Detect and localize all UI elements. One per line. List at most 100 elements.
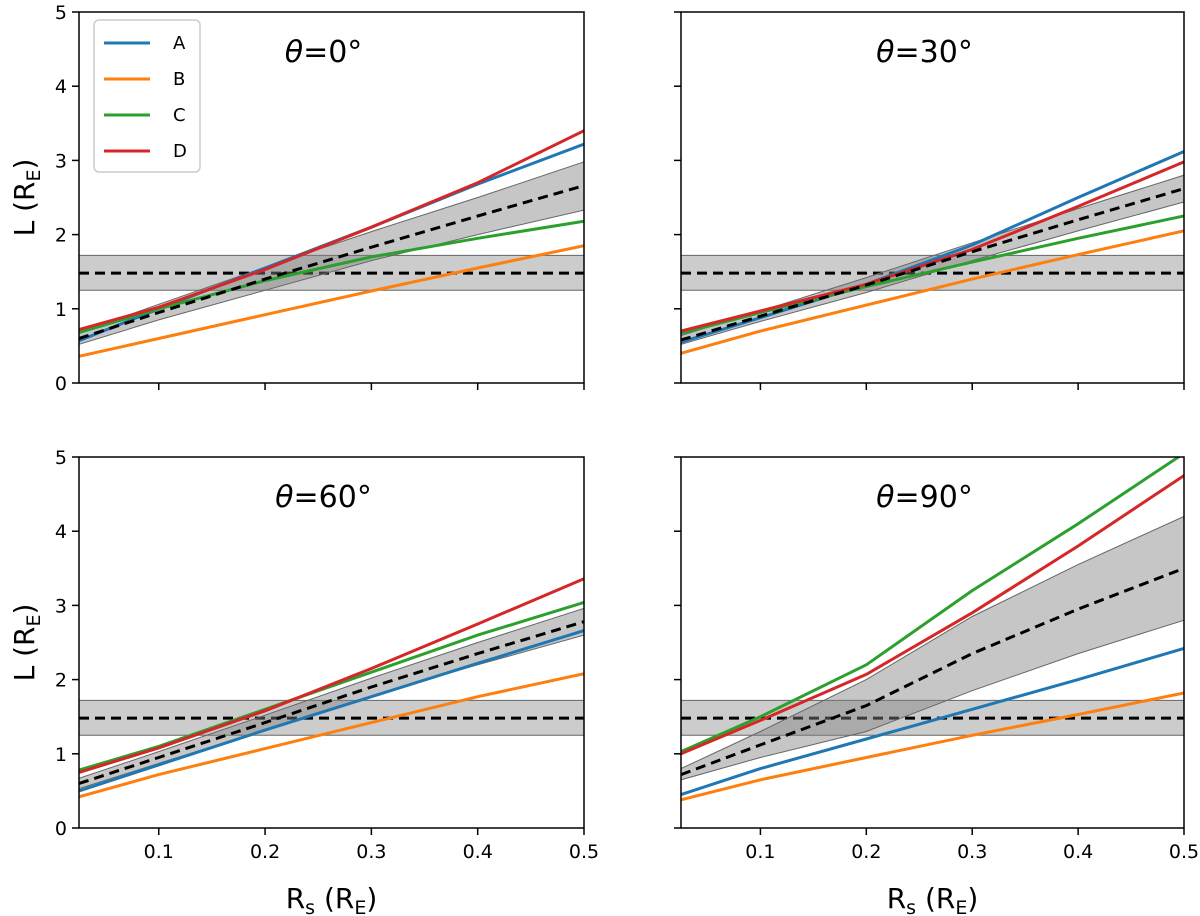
x-tick-label: 0.3 [356,841,386,863]
legend-label-B: B [173,69,185,90]
series-line-C [681,457,1182,753]
series-line-C [681,214,1184,335]
x-axis-title-sub: s [906,897,916,916]
x-axis-title: Rs (RE) [887,882,979,916]
x-axis-title-unit: R [936,882,955,915]
x-tick-label: 0.5 [1169,841,1199,863]
y-axis-title-paren: ( [8,201,41,221]
x-axis-title-paren: ( [315,882,335,915]
series-line-A [681,150,1184,344]
legend-label-C: C [173,105,186,126]
y-axis-title-unit: R [8,627,41,646]
series-line-B [79,672,584,799]
series-line-D [681,474,1184,756]
x-axis-title-main: R [286,882,305,915]
series-line-A [79,629,584,793]
y-tick-label: 1 [55,744,67,766]
y-tick-label: 3 [55,595,67,617]
x-axis-title-unit: R [335,882,354,915]
x-tick-label: 0.2 [851,841,881,863]
mean-line [681,187,1184,342]
mean-line [681,566,1184,777]
axes-frame [78,456,585,829]
panel-title-symbol: θ [876,480,894,515]
y-tick-label: 5 [55,2,67,24]
axes-frame [78,11,585,384]
y-axis-title-paren: ) [8,159,41,170]
x-tick-label: 0.1 [745,841,775,863]
x-axis-title-paren: ) [967,882,978,915]
plot-area [79,129,584,358]
mean-band [79,161,584,345]
legend-frame [93,19,201,173]
series-line-D [79,577,584,774]
legend-label-D: D [173,141,187,162]
y-axis-title: L (RE) [8,159,45,237]
x-axis-title-main: R [887,882,906,915]
panel-title: θ=90° [876,480,973,515]
axes-frame [680,456,1185,829]
y-tick-label: 5 [55,447,67,469]
plot-area [681,150,1184,355]
mean-line [79,184,584,340]
y-axis-title-unit: R [8,182,41,201]
axes-frame [680,11,1185,384]
y-tick-label: 2 [55,670,67,692]
y-tick-label: 0 [55,818,67,840]
series-line-B [681,691,1184,802]
y-axis-title: L (RE) [8,604,45,682]
y-tick-label: 1 [55,299,67,321]
series-line-A [681,646,1184,797]
y-tick-label: 0 [55,373,67,395]
y-axis-title-main: L [8,665,41,681]
series-line-D [79,129,584,332]
y-axis-title-main: L [8,220,41,236]
panel-title: θ=60° [275,480,372,515]
series-line-C [79,219,584,334]
panel-title: θ=30° [876,35,973,70]
y-axis-title-paren: ) [8,604,41,615]
panel-title-rest: =90° [895,480,973,515]
y-tick-label: 3 [55,150,67,172]
x-tick-label: 0.1 [144,841,174,863]
x-tick-label: 0.3 [957,841,987,863]
panel-title-rest: =60° [294,480,372,515]
x-tick-label: 0.5 [569,841,599,863]
x-axis-title-paren: ) [366,882,377,915]
x-tick-label: 0.4 [1063,841,1093,863]
series-line-C [79,600,584,772]
plot-area [681,457,1184,802]
x-tick-label: 0.4 [463,841,493,863]
series-line-B [79,244,584,358]
y-axis-title-unit-sub: E [23,615,45,627]
legend-label-A: A [173,33,186,54]
panel-title-symbol: θ [285,35,303,70]
x-axis-title-unit-sub: E [955,897,967,916]
panel-2: θ=30° [674,11,1185,390]
panel-title-rest: =30° [895,35,973,70]
y-tick-label: 4 [55,76,67,98]
panel-title-rest: =0° [303,35,362,70]
x-axis-title-paren: ( [916,882,936,915]
series-line-B [681,229,1184,355]
y-tick-label: 4 [55,521,67,543]
panel-title-symbol: θ [275,480,293,515]
x-axis-title-sub: s [305,897,315,916]
mean-band [681,515,1184,781]
x-tick-label: 0.2 [250,841,280,863]
x-axis-title: Rs (RE) [286,882,378,916]
y-tick-label: 2 [55,225,67,247]
panel-title-symbol: θ [876,35,894,70]
panel-title: θ=0° [285,35,363,70]
x-axis-title-unit-sub: E [354,897,366,916]
y-axis-title-paren: ( [8,646,41,666]
mean-line [79,620,584,785]
plot-area [79,577,584,799]
y-axis-title-unit-sub: E [23,170,45,182]
panel-4: 0.1 0.2 0.3 0.4 0.5θ=90°Rs (RE) [674,456,1199,916]
mean-band [79,607,584,790]
